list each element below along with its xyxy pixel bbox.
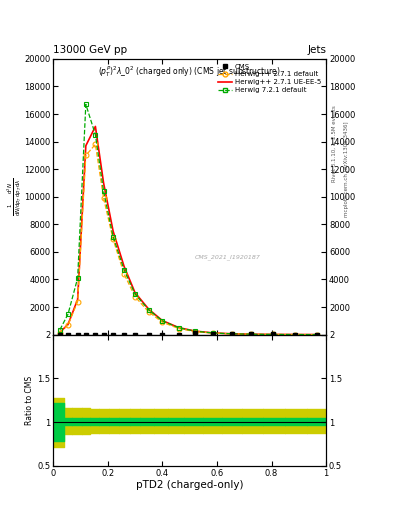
Herwig++ 2.7.1 default <box>230 331 234 337</box>
CMS <box>292 331 297 337</box>
Herwig 7.2.1 default <box>270 331 275 337</box>
Herwig++ 2.7.1 UE-EE-5 <box>83 143 88 149</box>
CMS <box>57 332 62 338</box>
CMS <box>133 332 138 338</box>
Herwig++ 2.7.1 UE-EE-5 <box>314 331 319 337</box>
Line: CMS: CMS <box>58 331 319 337</box>
Herwig++ 2.7.1 UE-EE-5 <box>93 123 98 130</box>
Herwig 7.2.1 default <box>249 331 253 337</box>
CMS <box>211 330 215 336</box>
CMS <box>122 332 127 338</box>
Herwig++ 2.7.1 UE-EE-5 <box>292 331 297 337</box>
CMS <box>66 332 70 338</box>
CMS <box>314 331 319 337</box>
Herwig++ 2.7.1 UE-EE-5 <box>122 263 127 269</box>
Herwig++ 2.7.1 default <box>160 319 165 325</box>
Herwig 7.2.1 default <box>57 327 62 333</box>
CMS <box>101 332 106 338</box>
Herwig 7.2.1 default <box>160 318 165 324</box>
Herwig 7.2.1 default <box>146 307 151 313</box>
CMS <box>111 332 116 338</box>
Herwig 7.2.1 default <box>66 311 70 317</box>
Text: $(p_T^P)^2\lambda\_0^2$ (charged only) (CMS jet substructure): $(p_T^P)^2\lambda\_0^2$ (charged only) (… <box>98 65 281 79</box>
Herwig++ 2.7.1 UE-EE-5 <box>211 330 215 336</box>
Text: mcplots.cern.ch [arXiv:1306.3436]: mcplots.cern.ch [arXiv:1306.3436] <box>344 121 349 217</box>
Herwig++ 2.7.1 default <box>133 293 138 300</box>
Herwig 7.2.1 default <box>133 291 138 297</box>
Herwig++ 2.7.1 UE-EE-5 <box>57 329 62 335</box>
Herwig++ 2.7.1 default <box>93 141 98 147</box>
Herwig 7.2.1 default <box>101 188 106 195</box>
Text: Jets: Jets <box>307 45 326 55</box>
Herwig++ 2.7.1 default <box>75 298 80 305</box>
Herwig++ 2.7.1 default <box>101 195 106 201</box>
Herwig++ 2.7.1 default <box>57 330 62 336</box>
Herwig 7.2.1 default <box>93 132 98 138</box>
Line: Herwig++ 2.7.1 UE-EE-5: Herwig++ 2.7.1 UE-EE-5 <box>60 126 317 334</box>
CMS <box>75 332 80 338</box>
Herwig 7.2.1 default <box>75 275 80 281</box>
Herwig 7.2.1 default <box>83 101 88 108</box>
CMS <box>193 330 197 336</box>
Herwig++ 2.7.1 default <box>122 271 127 277</box>
Y-axis label: Ratio to CMS: Ratio to CMS <box>26 376 34 425</box>
CMS <box>83 332 88 338</box>
Herwig++ 2.7.1 UE-EE-5 <box>111 228 116 234</box>
Herwig++ 2.7.1 UE-EE-5 <box>146 306 151 312</box>
Line: Herwig++ 2.7.1 default: Herwig++ 2.7.1 default <box>57 142 319 337</box>
Herwig++ 2.7.1 UE-EE-5 <box>66 321 70 327</box>
Herwig 7.2.1 default <box>230 331 234 337</box>
CMS <box>230 331 234 337</box>
Line: Herwig 7.2.1 default: Herwig 7.2.1 default <box>57 102 319 337</box>
Herwig++ 2.7.1 UE-EE-5 <box>270 331 275 337</box>
Text: CMS_2021_I1920187: CMS_2021_I1920187 <box>195 254 261 260</box>
Herwig++ 2.7.1 default <box>176 326 181 332</box>
CMS <box>270 331 275 337</box>
Herwig++ 2.7.1 default <box>193 329 197 335</box>
Y-axis label: $\frac{1}{\mathrm{d}N/\mathrm{d}p_T}$$\frac{\mathrm{d}^2N}{\mathrm{d}p_T\,\mathr: $\frac{1}{\mathrm{d}N/\mathrm{d}p_T}$$\f… <box>5 178 22 216</box>
Herwig++ 2.7.1 UE-EE-5 <box>176 325 181 331</box>
Herwig++ 2.7.1 default <box>249 331 253 337</box>
Herwig++ 2.7.1 UE-EE-5 <box>101 180 106 186</box>
Herwig++ 2.7.1 default <box>314 331 319 337</box>
Herwig 7.2.1 default <box>211 330 215 336</box>
CMS <box>160 332 165 338</box>
Herwig++ 2.7.1 UE-EE-5 <box>230 331 234 337</box>
Herwig++ 2.7.1 default <box>111 237 116 243</box>
CMS <box>176 332 181 338</box>
Herwig 7.2.1 default <box>122 267 127 273</box>
Herwig++ 2.7.1 default <box>270 331 275 337</box>
Herwig 7.2.1 default <box>314 331 319 337</box>
Herwig++ 2.7.1 default <box>83 152 88 158</box>
X-axis label: pTD2 (charged-only): pTD2 (charged-only) <box>136 480 243 490</box>
Herwig++ 2.7.1 default <box>66 322 70 328</box>
CMS <box>93 332 98 338</box>
Herwig++ 2.7.1 UE-EE-5 <box>193 328 197 334</box>
Herwig++ 2.7.1 UE-EE-5 <box>75 296 80 303</box>
Herwig++ 2.7.1 UE-EE-5 <box>133 289 138 295</box>
Herwig++ 2.7.1 UE-EE-5 <box>249 331 253 337</box>
CMS <box>146 332 151 338</box>
Herwig++ 2.7.1 UE-EE-5 <box>160 317 165 324</box>
Herwig++ 2.7.1 default <box>292 331 297 337</box>
Herwig++ 2.7.1 default <box>211 330 215 336</box>
Legend: CMS, Herwig++ 2.7.1 default, Herwig++ 2.7.1 UE-EE-5, Herwig 7.2.1 default: CMS, Herwig++ 2.7.1 default, Herwig++ 2.… <box>217 62 323 94</box>
Text: 13000 GeV pp: 13000 GeV pp <box>53 45 127 55</box>
Herwig 7.2.1 default <box>193 328 197 334</box>
Text: Rivet 3.1.10, ≥ 2.5M events: Rivet 3.1.10, ≥ 2.5M events <box>332 105 337 182</box>
Herwig 7.2.1 default <box>292 331 297 337</box>
Herwig 7.2.1 default <box>176 325 181 331</box>
Herwig 7.2.1 default <box>111 233 116 240</box>
Herwig++ 2.7.1 default <box>146 309 151 315</box>
CMS <box>249 331 253 337</box>
